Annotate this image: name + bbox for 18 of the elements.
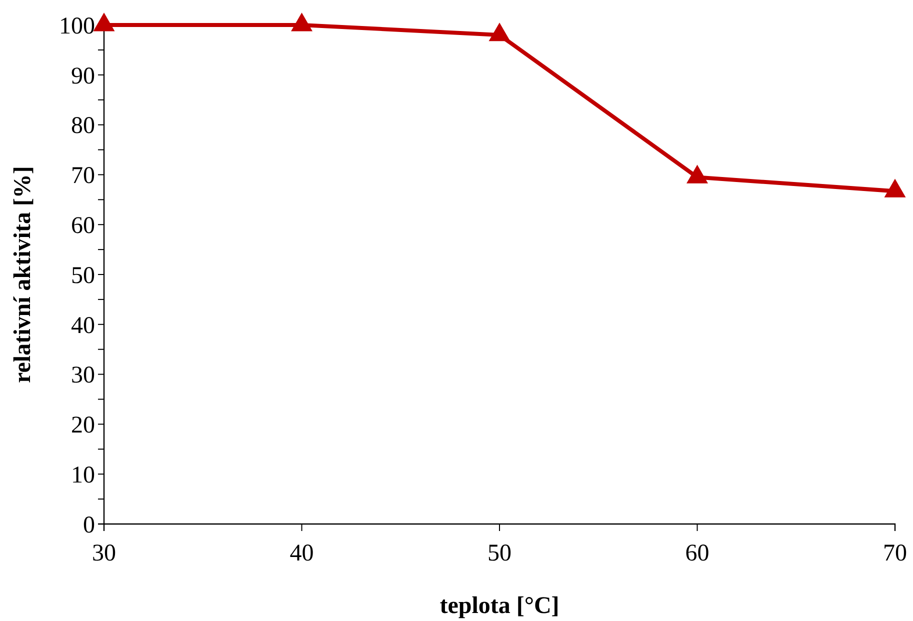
x-tick-label: 30 bbox=[92, 540, 116, 566]
x-tick-label: 70 bbox=[883, 540, 907, 566]
x-tick-label: 50 bbox=[488, 540, 512, 566]
y-tick-label: 80 bbox=[71, 113, 95, 140]
y-tick-label: 30 bbox=[71, 362, 95, 389]
y-tick-label: 40 bbox=[71, 312, 95, 339]
y-tick-label: 70 bbox=[71, 163, 95, 190]
x-tick-label: 40 bbox=[290, 540, 314, 566]
y-tick-label: 20 bbox=[71, 412, 95, 439]
x-tick-label: 60 bbox=[685, 540, 710, 566]
y-tick-label: 0 bbox=[83, 512, 95, 538]
y-tick-label: 100 bbox=[59, 13, 95, 40]
y-tick-label: 90 bbox=[71, 63, 95, 90]
x-axis-title: teplota [°C] bbox=[440, 593, 560, 619]
y-axis-title: relativní aktivita [%] bbox=[10, 166, 36, 383]
y-tick-label: 50 bbox=[71, 262, 95, 289]
y-tick-label: 60 bbox=[71, 213, 95, 239]
y-tick-label: 10 bbox=[71, 462, 95, 488]
